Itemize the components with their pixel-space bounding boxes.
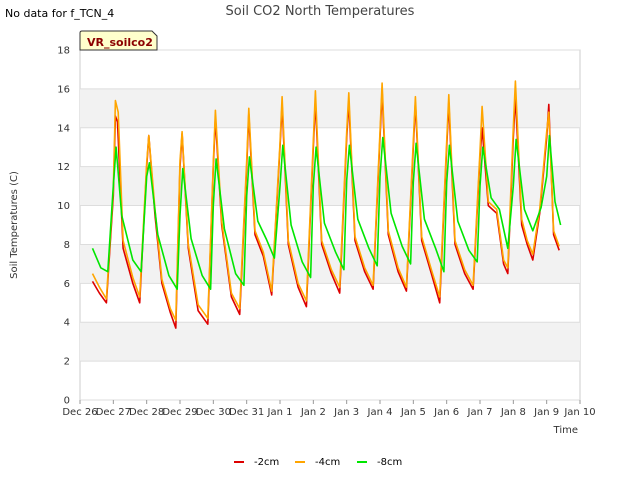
x-tick-label: Jan 1: [267, 407, 293, 418]
axis-labels: Soil CO2 North Temperatures Time Soil Temp…: [9, 4, 578, 436]
x-tick-label: Jan 10: [563, 407, 595, 418]
x-tick-label: Dec 29: [162, 407, 197, 418]
y-tick-label: 2: [64, 357, 70, 368]
chart-title: Soil CO2 North Temperatures: [226, 4, 415, 19]
y-tick-label: 14: [57, 123, 70, 134]
y-tick-label: 6: [64, 279, 70, 290]
series-line-minus-8cm: [91, 134, 562, 290]
y-tick-label: 18: [57, 46, 70, 57]
series-line-minus-4cm: [91, 80, 560, 322]
legend-label: -2cm: [254, 457, 279, 468]
no-data-note: No data for f_TCN_4: [5, 7, 115, 20]
site-label-box: [79, 30, 158, 51]
plot-background-bands: [79, 49, 581, 401]
grid-band: [80, 166, 580, 206]
grid-band: [80, 322, 580, 362]
x-tick-label: Jan 9: [533, 407, 559, 418]
x-tick-label: Jan 8: [500, 407, 526, 418]
x-axis-label: Time: [553, 425, 578, 436]
y-tick-label: 10: [57, 201, 70, 212]
x-tick-label: Dec 31: [229, 407, 264, 418]
x-tick-label: Dec 30: [196, 407, 231, 418]
y-tick-label: 8: [64, 240, 70, 251]
x-tick-label: Jan 3: [333, 407, 359, 418]
x-tick-label: Jan 4: [367, 407, 393, 418]
x-tick-label: Jan 6: [433, 407, 459, 418]
series-line-minus-2cm: [91, 90, 560, 329]
x-tick-label: Dec 26: [62, 407, 97, 418]
x-tick-label: Dec 28: [129, 407, 164, 418]
series-lines: [91, 80, 562, 329]
site-label: VR_soilco2: [87, 36, 153, 49]
y-tick-label: 4: [64, 318, 70, 329]
y-tick-label: 12: [57, 162, 70, 173]
x-tick-label: Jan 2: [300, 407, 326, 418]
x-tick-label: Jan 5: [400, 407, 426, 418]
x-tick-label: Jan 7: [467, 407, 493, 418]
grid-band: [80, 88, 580, 128]
y-tick-label: 0: [64, 396, 70, 407]
x-tick-label: Dec 27: [96, 407, 131, 418]
y-axis-label: Soil Temperatures (C): [9, 171, 20, 279]
y-tick-label: 16: [57, 84, 70, 95]
legend-label: -8cm: [377, 457, 402, 468]
legend-label: -4cm: [315, 457, 340, 468]
legend: -2cm -4cm -8cm: [234, 457, 402, 468]
